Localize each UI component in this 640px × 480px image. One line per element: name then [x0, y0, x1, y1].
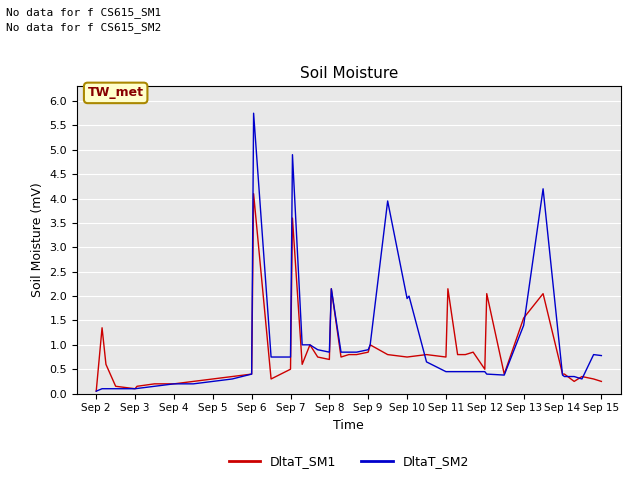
- DltaT_SM2: [520, 323, 527, 328]
- DltaT_SM1: [133, 384, 141, 389]
- DltaT_SM1: [287, 366, 294, 372]
- DltaT_SM2: [98, 386, 106, 392]
- DltaT_SM2: [298, 342, 306, 348]
- DltaT_SM1: [268, 376, 275, 382]
- DltaT_SM2: [353, 349, 360, 355]
- DltaT_SM2: [570, 373, 578, 379]
- DltaT_SM1: [328, 286, 335, 292]
- DltaT_SM1: [150, 381, 158, 387]
- DltaT_SM1: [403, 354, 411, 360]
- DltaT_SM2: [500, 372, 508, 378]
- DltaT_SM2: [112, 386, 120, 392]
- DltaT_SM1: [248, 371, 255, 377]
- DltaT_SM2: [483, 371, 491, 377]
- DltaT_SM2: [228, 376, 236, 382]
- DltaT_SM1: [520, 315, 527, 321]
- Text: TW_met: TW_met: [88, 86, 144, 99]
- DltaT_SM1: [444, 286, 452, 292]
- Title: Soil Moisture: Soil Moisture: [300, 66, 398, 81]
- DltaT_SM1: [228, 373, 236, 379]
- DltaT_SM1: [102, 361, 110, 367]
- DltaT_SM2: [328, 286, 335, 292]
- DltaT_SM1: [598, 379, 605, 384]
- DltaT_SM2: [561, 373, 568, 379]
- DltaT_SM1: [364, 349, 372, 355]
- DltaT_SM2: [405, 293, 413, 299]
- Legend: DltaT_SM1, DltaT_SM2: DltaT_SM1, DltaT_SM2: [223, 450, 474, 473]
- DltaT_SM2: [189, 381, 197, 387]
- DltaT_SM1: [209, 376, 216, 382]
- DltaT_SM1: [170, 381, 178, 387]
- DltaT_SM1: [469, 349, 477, 355]
- DltaT_SM1: [561, 371, 568, 377]
- DltaT_SM1: [481, 366, 489, 372]
- Text: No data for f CS615_SM2: No data for f CS615_SM2: [6, 22, 162, 33]
- DltaT_SM2: [102, 386, 110, 392]
- DltaT_SM2: [366, 342, 374, 348]
- DltaT_SM1: [306, 342, 314, 348]
- X-axis label: Time: Time: [333, 419, 364, 432]
- DltaT_SM2: [131, 386, 139, 392]
- DltaT_SM2: [250, 110, 257, 116]
- Line: DltaT_SM1: DltaT_SM1: [96, 193, 602, 391]
- DltaT_SM1: [353, 352, 360, 358]
- DltaT_SM2: [150, 384, 158, 389]
- DltaT_SM2: [209, 379, 216, 384]
- DltaT_SM2: [403, 296, 411, 301]
- DltaT_SM2: [590, 352, 598, 358]
- DltaT_SM2: [92, 388, 100, 394]
- DltaT_SM2: [364, 347, 372, 353]
- Y-axis label: Soil Moisture (mV): Soil Moisture (mV): [31, 182, 44, 298]
- DltaT_SM1: [454, 352, 461, 358]
- DltaT_SM1: [461, 352, 469, 358]
- DltaT_SM2: [481, 369, 489, 374]
- DltaT_SM2: [540, 186, 547, 192]
- DltaT_SM2: [598, 353, 605, 359]
- DltaT_SM2: [442, 369, 450, 374]
- DltaT_SM1: [92, 388, 100, 394]
- DltaT_SM1: [131, 386, 139, 392]
- DltaT_SM2: [559, 372, 566, 378]
- DltaT_SM1: [578, 373, 586, 379]
- DltaT_SM1: [422, 352, 430, 358]
- DltaT_SM1: [570, 379, 578, 384]
- DltaT_SM2: [170, 381, 178, 387]
- DltaT_SM1: [298, 361, 306, 367]
- DltaT_SM1: [250, 191, 257, 196]
- DltaT_SM2: [345, 349, 353, 355]
- DltaT_SM1: [384, 352, 392, 358]
- DltaT_SM1: [112, 384, 120, 389]
- DltaT_SM1: [366, 342, 374, 348]
- DltaT_SM1: [98, 325, 106, 331]
- DltaT_SM2: [248, 371, 255, 377]
- DltaT_SM1: [337, 354, 345, 360]
- DltaT_SM1: [314, 354, 321, 360]
- DltaT_SM1: [483, 291, 491, 297]
- DltaT_SM2: [337, 349, 345, 355]
- DltaT_SM1: [590, 376, 598, 382]
- DltaT_SM2: [384, 198, 392, 204]
- DltaT_SM1: [189, 379, 197, 384]
- DltaT_SM2: [422, 359, 430, 365]
- DltaT_SM2: [289, 152, 296, 157]
- DltaT_SM2: [314, 347, 321, 353]
- DltaT_SM1: [540, 291, 547, 297]
- Line: DltaT_SM2: DltaT_SM2: [96, 113, 602, 391]
- DltaT_SM1: [345, 352, 353, 358]
- DltaT_SM2: [306, 342, 314, 348]
- DltaT_SM2: [461, 369, 469, 374]
- DltaT_SM1: [289, 215, 296, 221]
- DltaT_SM2: [268, 354, 275, 360]
- DltaT_SM1: [500, 371, 508, 377]
- DltaT_SM1: [442, 354, 450, 360]
- DltaT_SM1: [559, 371, 566, 377]
- DltaT_SM2: [326, 349, 333, 355]
- DltaT_SM1: [326, 357, 333, 362]
- DltaT_SM2: [287, 354, 294, 360]
- Text: No data for f CS615_SM1: No data for f CS615_SM1: [6, 7, 162, 18]
- DltaT_SM2: [578, 376, 586, 382]
